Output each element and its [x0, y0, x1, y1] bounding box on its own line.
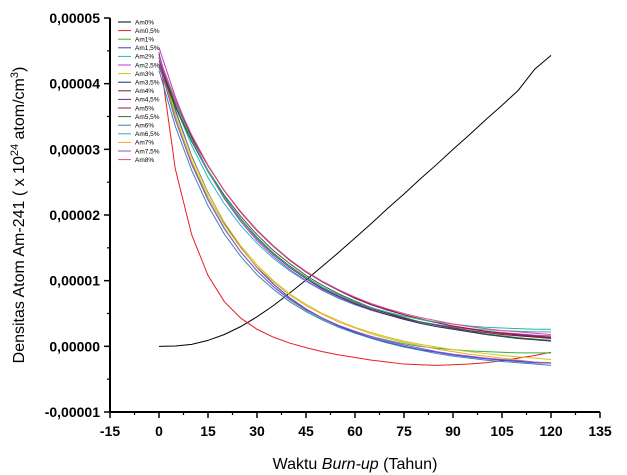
x-tick-label: 75 — [396, 423, 412, 439]
series-line-12 — [158, 70, 552, 366]
series-line-5 — [158, 47, 552, 337]
legend-label: Am2,5% — [135, 62, 160, 69]
series-line-11 — [158, 67, 552, 341]
x-axis-title-italic: Burn-up — [322, 456, 379, 473]
y-tick-label: 0,00003 — [49, 141, 100, 157]
x-tick-label: 90 — [445, 423, 461, 439]
series-line-16 — [158, 57, 552, 336]
x-axis-title-part3: (Tahun) — [379, 456, 438, 473]
x-tick-label: -15 — [100, 423, 120, 439]
legend-label: Am7% — [135, 140, 154, 147]
series-line-15 — [158, 63, 552, 364]
y-ticks: -0,00001 0,00000 0,00001 0,00002 0,00003 0,00… — [45, 10, 110, 420]
x-tick-label: 105 — [490, 423, 514, 439]
x-tick-label: 60 — [347, 423, 363, 439]
series-line-13 — [158, 57, 551, 330]
y-axis-title-part1: Densitas Atom Am-241 ( x 10 — [11, 156, 28, 363]
x-tick-label: 135 — [588, 423, 612, 439]
y-axis-title-part3: atom/cm — [11, 78, 28, 144]
y-axis-title-exp1: 24 — [9, 144, 21, 156]
series-line-0 — [158, 55, 552, 347]
legend-label: Am0,5% — [135, 28, 160, 35]
series-line-1 — [158, 52, 552, 366]
series-lines — [158, 47, 552, 366]
y-axis-title-exp2: 3 — [9, 72, 21, 78]
y-tick-label: 0,00002 — [49, 207, 100, 223]
legend-label: Am5% — [135, 105, 154, 112]
legend-label: Am3% — [135, 71, 154, 78]
y-axis-title: Densitas Atom Am-241 ( x 1024 atom/cm3) — [9, 67, 28, 364]
series-line-9 — [158, 60, 552, 338]
y-tick-label: 0,00000 — [49, 338, 100, 354]
x-tick-label: 0 — [155, 423, 163, 439]
series-line-6 — [158, 57, 552, 360]
legend-label: Am6% — [135, 123, 154, 130]
legend-label: Am4% — [135, 88, 154, 95]
legend-label: Am4,5% — [135, 97, 160, 104]
x-tick-label: 45 — [298, 423, 314, 439]
legend-label: Am6,5% — [135, 131, 160, 138]
x-axis-title-part1: Waktu — [273, 456, 322, 473]
x-tick-label: 120 — [539, 423, 563, 439]
legend-label: Am8% — [135, 157, 154, 164]
y-tick-label: 0,00004 — [49, 76, 100, 92]
series-line-4 — [158, 57, 551, 333]
legend-label: Am1,5% — [135, 45, 160, 52]
legend-label: Am2% — [135, 54, 154, 61]
legend: Am0% Am0,5% Am1%Am1,5% Am2%Am2,5% Am3% Am3,5%… — [118, 19, 160, 164]
series-line-14 — [158, 63, 552, 364]
y-tick-label: -0,00001 — [45, 404, 100, 420]
legend-label: Am3,5% — [135, 80, 160, 87]
y-axis-title-part5: ) — [11, 67, 28, 72]
legend-label: Am5,5% — [135, 114, 160, 121]
x-axis-title: Waktu Burn-up (Tahun) — [273, 456, 438, 473]
series-line-3 — [158, 53, 552, 364]
x-tick-label: 30 — [249, 423, 265, 439]
x-tick-label: 15 — [200, 423, 216, 439]
x-ticks: -15 0 15 30 45 60 75 90 105 120 135 — [100, 412, 612, 439]
legend-label: Am1% — [135, 37, 154, 44]
legend-label: Am7,5% — [135, 148, 160, 155]
legend-label: Am0% — [135, 19, 154, 26]
y-tick-label: 0,00001 — [49, 273, 100, 289]
series-line-2 — [158, 57, 551, 354]
y-tick-label: 0,00005 — [49, 10, 100, 26]
